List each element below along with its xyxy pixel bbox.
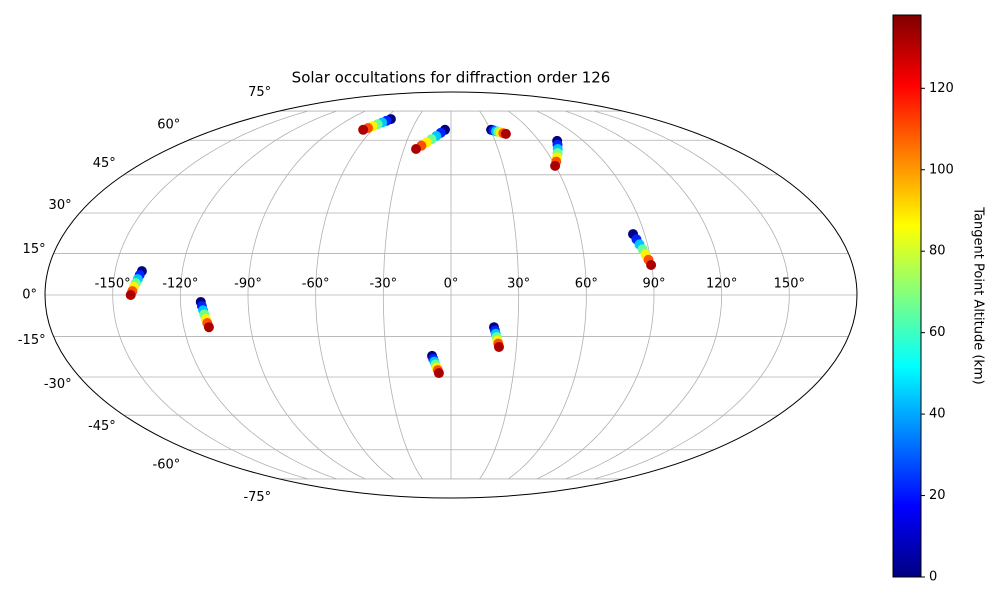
point	[358, 124, 369, 135]
x-tick-label: -90°	[234, 277, 262, 292]
point	[125, 290, 136, 300]
colorbar-tick-label: 60	[929, 325, 946, 340]
x-tick-label: 120°	[706, 277, 737, 292]
colorbar-tick-label: 100	[929, 162, 954, 177]
point	[493, 341, 504, 352]
colorbar-tick-label: 40	[929, 407, 946, 422]
x-tick-label: -120°	[162, 277, 198, 292]
y-tick-label: 0°	[22, 288, 37, 303]
point	[203, 322, 214, 333]
colorbar-tick-label: 80	[929, 244, 946, 259]
y-tick-label: -45°	[88, 419, 116, 434]
colorbar-label: Tangent Point Altitude (km)	[971, 206, 986, 384]
x-tick-label: 90°	[642, 277, 665, 292]
colorbar-tick-label: 120	[929, 81, 954, 96]
x-tick-label: -30°	[369, 277, 397, 292]
colorbar-tick-label: 0	[929, 570, 937, 585]
y-tick-label: 45°	[93, 156, 116, 171]
x-tick-label: 30°	[507, 277, 530, 292]
point	[433, 368, 444, 379]
y-tick-label: 30°	[49, 198, 72, 213]
y-tick-label: -75°	[243, 490, 271, 505]
colorbar-tick-label: 20	[929, 488, 946, 503]
point	[550, 160, 561, 171]
grid	[45, 110, 857, 480]
point	[500, 128, 511, 139]
point	[646, 260, 657, 271]
x-tick-label: 150°	[774, 277, 805, 292]
y-tick-label: -15°	[18, 333, 46, 348]
point	[411, 144, 422, 155]
y-tick-label: 15°	[23, 242, 46, 257]
colorbar	[892, 14, 922, 578]
y-tick-label: -60°	[153, 457, 181, 472]
chart-title: Solar occultations for diffraction order…	[292, 69, 611, 87]
points	[125, 114, 657, 379]
y-tick-label: 60°	[157, 118, 180, 133]
map-frame	[44, 91, 858, 499]
x-tick-label: 60°	[575, 277, 598, 292]
y-tick-label: -30°	[44, 377, 72, 392]
y-tick-label: 75°	[248, 85, 271, 100]
x-tick-label: -150°	[95, 277, 131, 292]
x-tick-label: -60°	[302, 277, 330, 292]
x-tick-label: 0°	[444, 277, 459, 292]
